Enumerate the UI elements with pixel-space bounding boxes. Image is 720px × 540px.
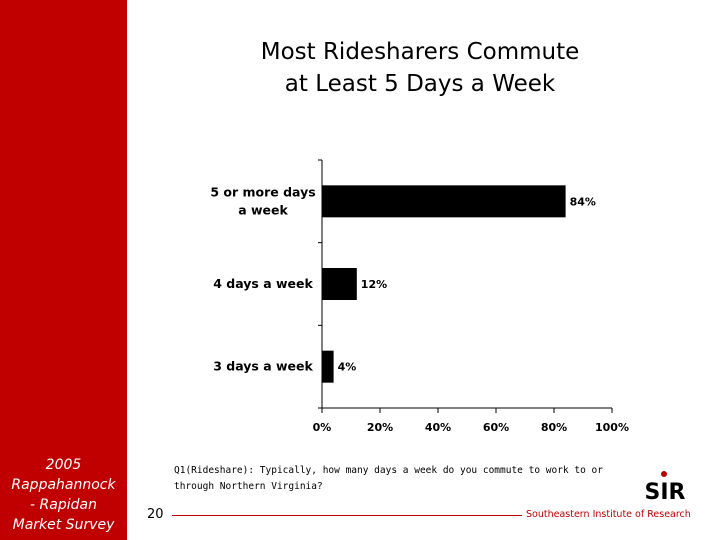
x-tick-label: 80% bbox=[541, 421, 567, 434]
x-tick-label: 20% bbox=[367, 421, 393, 434]
survey-caption: 2005 Rappahannock - Rapidan Market Surve… bbox=[0, 455, 127, 535]
slide-title: Most Ridesharers Commute at Least 5 Days… bbox=[200, 36, 640, 100]
x-tick-label: 60% bbox=[483, 421, 509, 434]
x-tick-label: 100% bbox=[595, 421, 629, 434]
data-label: 12% bbox=[361, 278, 387, 291]
category-label: 5 or more days bbox=[210, 184, 315, 199]
slide-title-line: at Least 5 Days a Week bbox=[284, 71, 556, 97]
organization-name: Southeastern Institute of Research bbox=[526, 509, 691, 520]
sidebar-panel: 2005 Rappahannock - Rapidan Market Surve… bbox=[0, 0, 127, 540]
bar bbox=[322, 268, 357, 300]
survey-caption-line: 2005 bbox=[45, 457, 82, 473]
survey-question-footnote: Q1(Rideshare): Typically, how many days … bbox=[174, 465, 603, 492]
footer-divider bbox=[172, 515, 522, 516]
survey-caption-line: Rappahannock bbox=[11, 477, 116, 493]
data-label: 4% bbox=[338, 361, 357, 374]
page-number: 20 bbox=[147, 507, 164, 522]
x-tick-label: 0% bbox=[313, 421, 332, 434]
logo-text: SIR bbox=[645, 480, 686, 502]
category-label: a week bbox=[238, 202, 288, 217]
data-label: 84% bbox=[570, 195, 596, 208]
sir-logo: SIR bbox=[645, 471, 686, 502]
slide-title-line: Most Ridesharers Commute bbox=[260, 39, 580, 65]
bar bbox=[322, 185, 566, 218]
survey-caption-line: Market Survey bbox=[12, 517, 115, 533]
category-label: 3 days a week bbox=[213, 359, 313, 374]
bar bbox=[322, 350, 334, 383]
category-label: 4 days a week bbox=[213, 276, 313, 291]
survey-caption-line: - Rapidan bbox=[30, 497, 97, 513]
x-tick-label: 40% bbox=[425, 421, 451, 434]
